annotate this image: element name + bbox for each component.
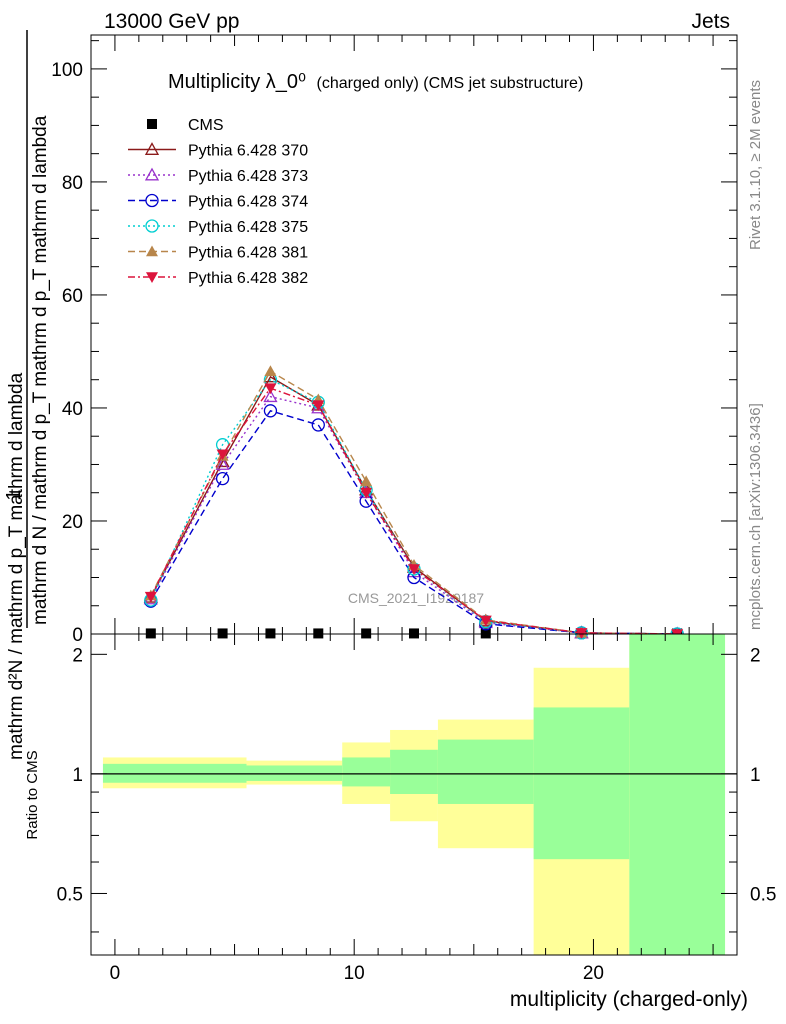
- legend-marker: [144, 142, 160, 155]
- ratio-y-tick-label: 0.5: [57, 884, 83, 905]
- ylabel-numerator: 1: [3, 489, 25, 500]
- main-y-tick-label: 20: [62, 512, 83, 533]
- ratio-inner-band: [437, 739, 534, 804]
- x-tick-label: 10: [344, 963, 365, 984]
- series-6: [144, 383, 684, 640]
- data-point: [263, 404, 278, 418]
- legend: CMS Pythia 6.428 370 Pythia 6.428 373 Pythi…: [128, 117, 308, 287]
- legend-entry: Pythia 6.428 374: [128, 194, 308, 211]
- x-axis-label: multiplicity (charged-only): [510, 988, 748, 1011]
- main-y-tick-label: 60: [62, 286, 83, 307]
- x-tick-label: 0: [110, 963, 121, 984]
- legend-label: Pythia 6.428 373: [188, 168, 308, 185]
- legend-entry: Pythia 6.428 375: [128, 219, 308, 236]
- ratio-plot-frame: [90, 633, 738, 956]
- data-point: [409, 628, 419, 639]
- plot-title-main: Multiplicity λ_0⁰: [168, 71, 306, 93]
- legend-marker: [146, 245, 158, 257]
- main-y-tick-label: 0: [72, 625, 83, 646]
- ratio-inner-band: [102, 763, 247, 783]
- legend-label: Pythia 6.428 374: [188, 194, 308, 211]
- legend-marker: [145, 193, 159, 208]
- data-point: [217, 628, 228, 639]
- legend-entry: Pythia 6.428 370: [128, 142, 308, 160]
- legend-entry: Pythia 6.428 381: [128, 245, 308, 262]
- x-tick-label: 20: [583, 963, 604, 984]
- mcplots-ref: mcplots.cern.ch [arXiv:1306.3436]: [747, 403, 764, 630]
- series-line: [150, 409, 678, 635]
- data-point: [265, 628, 276, 639]
- ratio-inner-band: [390, 749, 438, 794]
- ratio-y-tick-label-right: 1: [750, 765, 761, 786]
- main-ylabel: 1 mathrm d²N / mathrm d p_T mathrm d lam…: [3, 30, 51, 760]
- legend-entry: Pythia 6.428 373: [128, 167, 308, 185]
- data-point: [575, 628, 588, 639]
- ratio-x-ticks: 0 10 20: [90, 634, 738, 984]
- data-point: [144, 591, 157, 603]
- legend-label: Pythia 6.428 381: [188, 245, 308, 262]
- plot-title-suffix: (charged only) (CMS jet substructure): [317, 75, 584, 92]
- ylabel-top: mathrm d²N / mathrm d p_T mathrm d lambd…: [6, 372, 27, 760]
- rivet-version: Rivet 3.1.10, ≥ 2M events: [747, 80, 764, 250]
- ratio-y-tick-label: 1: [72, 765, 83, 786]
- data-point: [311, 418, 325, 432]
- legend-entry: Pythia 6.428 382: [128, 270, 308, 287]
- legend-marker: [144, 167, 160, 181]
- ratio-ylabel: Ratio to CMS: [24, 750, 41, 839]
- ratio-inner-band: [246, 765, 343, 781]
- legend-marker: [147, 119, 157, 129]
- data-point: [480, 628, 491, 639]
- data-point: [479, 615, 492, 627]
- legend-entry: CMS: [147, 117, 224, 134]
- main-y-tick-label: 100: [51, 60, 83, 81]
- data-point: [264, 365, 277, 377]
- main-y-tick-label: 80: [62, 173, 83, 194]
- legend-marker: [145, 219, 159, 233]
- legend-label: Pythia 6.428 382: [188, 270, 308, 287]
- legend-label: Pythia 6.428 375: [188, 219, 308, 236]
- data-point: [360, 475, 373, 487]
- data-point: [408, 564, 420, 576]
- ratio-inner-band: [629, 634, 726, 955]
- ratio-bands: [102, 634, 726, 955]
- data-point: [215, 457, 230, 470]
- ratio-plot-panel: 0.5 0.5 1 1 2 2 0 10 20 Ratio to CMS multiplici…: [24, 633, 776, 1011]
- main-y-ticks: 0 20 40 60 80 100: [51, 40, 737, 646]
- ratio-y-tick-label: 2: [72, 645, 83, 666]
- data-point: [312, 400, 325, 412]
- data-point: [264, 383, 277, 395]
- ylabel-denominator: mathrm d N / mathrm d p_T mathrm d p_T m…: [30, 115, 51, 625]
- data-point: [215, 471, 230, 486]
- data-point: [313, 628, 324, 639]
- legend-marker: [146, 272, 158, 283]
- header-energy: 13000 GeV pp: [104, 10, 239, 33]
- header-process: Jets: [691, 10, 730, 33]
- legend-label: CMS: [188, 117, 224, 134]
- legend-label: Pythia 6.428 370: [188, 143, 308, 160]
- ratio-y-ticks: 0.5 0.5 1 1 2 2: [57, 645, 776, 933]
- data-point: [145, 628, 156, 639]
- main-x-ticks: [90, 35, 738, 634]
- data-point: [216, 449, 229, 461]
- ratio-inner-band: [342, 757, 391, 787]
- data-point: [361, 628, 372, 639]
- ratio-y-tick-label-right: 2: [750, 645, 761, 666]
- series-layer: [143, 365, 685, 641]
- data-point: [360, 487, 373, 499]
- data-point: [263, 389, 278, 403]
- plot-title: Multiplicity λ_0⁰ (charged only) (CMS je…: [168, 71, 583, 93]
- ratio-y-tick-label-right: 0.5: [750, 884, 776, 905]
- main-y-tick-label: 40: [62, 399, 83, 420]
- ratio-inner-band: [533, 707, 630, 860]
